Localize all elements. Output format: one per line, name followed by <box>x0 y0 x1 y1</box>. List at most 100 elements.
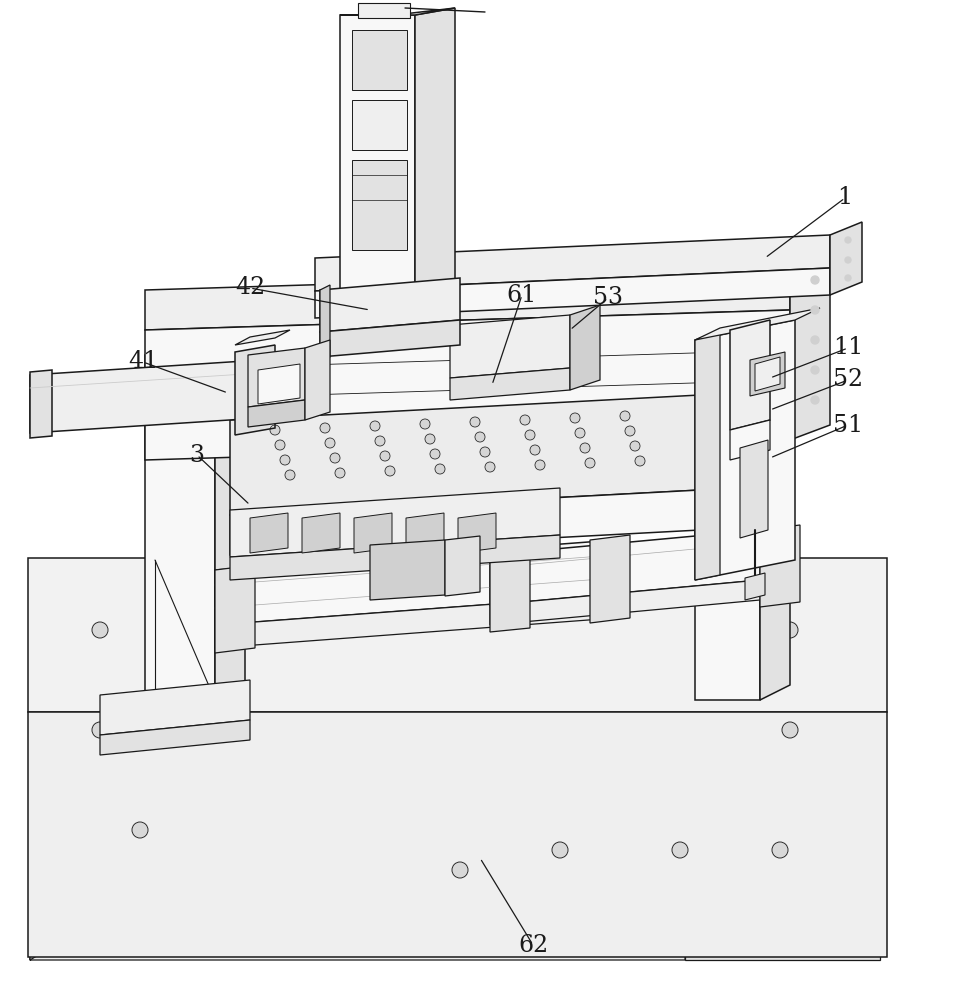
Polygon shape <box>145 310 790 460</box>
Circle shape <box>375 436 385 446</box>
Text: 61: 61 <box>507 284 538 306</box>
Circle shape <box>92 622 108 638</box>
Polygon shape <box>30 695 55 960</box>
Circle shape <box>192 622 208 638</box>
Circle shape <box>811 306 819 314</box>
Circle shape <box>580 443 590 453</box>
Polygon shape <box>352 100 407 150</box>
Polygon shape <box>258 364 300 404</box>
Polygon shape <box>450 315 570 378</box>
Circle shape <box>811 336 819 344</box>
Polygon shape <box>230 488 560 557</box>
Polygon shape <box>320 278 460 332</box>
Circle shape <box>520 415 530 425</box>
Circle shape <box>420 419 430 429</box>
Circle shape <box>535 460 545 470</box>
Polygon shape <box>695 330 720 580</box>
Circle shape <box>625 426 635 436</box>
Polygon shape <box>215 340 245 710</box>
Polygon shape <box>458 513 496 553</box>
Circle shape <box>845 257 851 263</box>
Text: 11: 11 <box>833 336 863 360</box>
Polygon shape <box>145 270 790 330</box>
Polygon shape <box>230 490 700 555</box>
Circle shape <box>330 453 340 463</box>
Text: 52: 52 <box>833 368 863 391</box>
Polygon shape <box>790 255 830 440</box>
Polygon shape <box>250 513 288 553</box>
Circle shape <box>845 275 851 281</box>
Circle shape <box>430 449 440 459</box>
Polygon shape <box>302 513 340 553</box>
Circle shape <box>672 842 688 858</box>
Circle shape <box>380 451 390 461</box>
Circle shape <box>435 464 445 474</box>
Text: 3: 3 <box>189 444 204 466</box>
Circle shape <box>811 366 819 374</box>
Text: 41: 41 <box>128 351 158 373</box>
Text: 42: 42 <box>235 276 265 300</box>
Polygon shape <box>352 30 407 90</box>
Circle shape <box>452 862 468 878</box>
Circle shape <box>475 432 485 442</box>
Polygon shape <box>760 325 790 700</box>
Polygon shape <box>30 710 880 960</box>
Polygon shape <box>700 378 740 530</box>
Polygon shape <box>235 345 275 435</box>
Polygon shape <box>215 540 615 625</box>
Circle shape <box>320 423 330 433</box>
Circle shape <box>385 466 395 476</box>
Polygon shape <box>490 530 760 605</box>
Polygon shape <box>740 440 768 538</box>
Polygon shape <box>145 355 215 710</box>
Text: 51: 51 <box>833 414 863 436</box>
Circle shape <box>425 434 435 444</box>
Polygon shape <box>450 368 570 400</box>
Polygon shape <box>490 550 530 632</box>
Text: 53: 53 <box>593 286 623 310</box>
Polygon shape <box>415 8 455 295</box>
Polygon shape <box>340 8 455 15</box>
Polygon shape <box>215 595 615 648</box>
Circle shape <box>92 722 108 738</box>
Polygon shape <box>352 160 407 250</box>
Polygon shape <box>685 560 880 960</box>
Polygon shape <box>340 15 415 295</box>
Polygon shape <box>28 558 887 712</box>
Circle shape <box>325 438 335 448</box>
Circle shape <box>280 455 290 465</box>
Polygon shape <box>730 420 770 460</box>
Polygon shape <box>100 720 250 755</box>
Circle shape <box>782 722 798 738</box>
Circle shape <box>530 445 540 455</box>
Circle shape <box>335 468 345 478</box>
Polygon shape <box>320 320 460 357</box>
Polygon shape <box>100 680 250 735</box>
Polygon shape <box>30 370 52 438</box>
Circle shape <box>782 622 798 638</box>
Circle shape <box>485 462 495 472</box>
Circle shape <box>772 842 788 858</box>
Polygon shape <box>315 268 830 318</box>
Polygon shape <box>305 340 330 420</box>
Polygon shape <box>215 565 255 653</box>
Polygon shape <box>570 305 600 390</box>
Text: 1: 1 <box>837 186 852 210</box>
Polygon shape <box>248 400 305 427</box>
Text: 62: 62 <box>517 934 548 956</box>
Polygon shape <box>370 540 445 600</box>
Polygon shape <box>750 352 785 396</box>
Polygon shape <box>28 712 887 957</box>
Polygon shape <box>755 357 780 391</box>
Circle shape <box>635 456 645 466</box>
Polygon shape <box>354 513 392 553</box>
Polygon shape <box>695 308 820 340</box>
Circle shape <box>192 722 208 738</box>
Polygon shape <box>590 535 630 623</box>
Polygon shape <box>320 285 330 362</box>
Polygon shape <box>230 395 700 515</box>
Polygon shape <box>145 340 245 355</box>
Polygon shape <box>695 320 795 580</box>
Circle shape <box>285 470 295 480</box>
Circle shape <box>845 237 851 243</box>
